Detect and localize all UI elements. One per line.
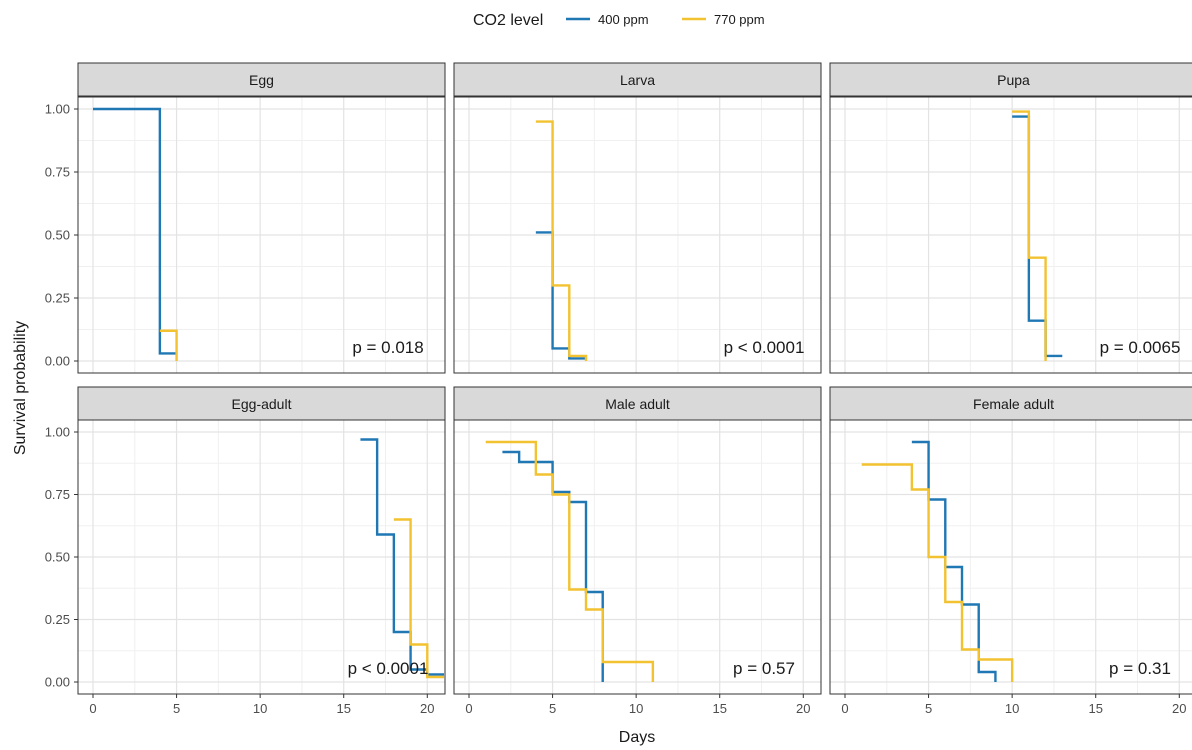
x-tick-label: 10 [629,701,643,716]
x-tick-label: 15 [712,701,726,716]
x-axis-title: Days [619,729,655,746]
x-tick-label: 5 [173,701,180,716]
facet-strip-label: Male adult [605,396,670,412]
x-tick-label: 20 [1172,701,1186,716]
x-tick-label: 0 [465,701,472,716]
y-tick-label: 1.00 [45,425,70,440]
grid [830,97,1192,373]
y-axis-title: Survival probability [12,321,29,455]
x-tick-label: 10 [1005,701,1019,716]
facet-female-adult: Female adult p = 0.31 0 5 10 15 20 [829,386,1192,716]
grid [830,420,1192,694]
facet-strip [453,386,822,421]
facet-panels: Egg p = 0.018 0.00 0.25 0.50 0.75 1.00 Larva p <… [45,62,1192,716]
x-tick-label: 5 [549,701,556,716]
grid [454,97,821,373]
series-line-400-ppm [502,450,604,682]
series-line-400-ppm [93,107,177,355]
facet-strip-label: Pupa [997,72,1030,88]
panel-border [829,419,1192,695]
facet-strip-label: Egg [249,72,274,88]
series-line-770-ppm [535,120,588,361]
x-tick-label: 15 [336,701,350,716]
panel-border [829,96,1192,374]
x-tick-label: 20 [796,701,810,716]
series-group [535,120,588,361]
facet-male-adult: Male adult p = 0.57 0 5 10 15 20 [453,386,822,716]
y-tick-label: 0.75 [45,165,70,180]
y-tick-label: 0.00 [45,675,70,690]
series-group [93,107,178,361]
series-group [1012,110,1063,361]
y-tick-label: 0.25 [45,291,70,306]
x-tick-label: 0 [841,701,848,716]
x-tick-label: 0 [89,701,96,716]
grid [454,420,821,694]
facet-strip [453,62,822,97]
series-group [861,440,1014,682]
y-tick-label: 0.75 [45,487,70,502]
x-tick-label: 5 [925,701,932,716]
facet-strip [829,62,1192,97]
y-tick-label: 1.00 [45,102,70,117]
series-line-770-ppm [485,440,655,682]
p-value-label: p < 0.0001 [348,659,429,678]
y-tick-label: 0.00 [45,354,70,369]
series-line-400-ppm [535,231,586,360]
facet-larva: Larva p < 0.0001 [453,62,822,374]
series-line-770-ppm [861,463,1014,682]
grid [78,97,445,373]
x-tick-label: 20 [420,701,434,716]
facet-egg: Egg p = 0.018 0.00 0.25 0.50 0.75 1.00 [45,62,446,374]
x-tick-label: 10 [253,701,267,716]
facet-strip [77,386,446,421]
x-tick-label: 15 [1088,701,1102,716]
p-value-label: p = 0.018 [352,338,423,357]
series-line-400-ppm [911,440,997,682]
legend-title: CO2 level [473,12,543,29]
panel-border [453,96,822,374]
series-group [360,438,444,679]
p-value-label: p = 0.0065 [1100,338,1181,357]
grid [78,420,445,694]
panel-border [453,419,822,695]
p-value-label: p < 0.0001 [724,338,805,357]
legend: CO2 level 400 ppm 770 ppm [473,12,765,29]
legend-label-770: 770 ppm [714,12,765,27]
series-line-770-ppm [393,518,444,679]
facet-strip-label: Larva [620,72,655,88]
series-line-400-ppm [1012,115,1063,358]
facet-strip [77,62,446,97]
facet-strip-label: Egg-adult [232,396,292,412]
series-line-770-ppm [1012,110,1047,361]
facet-pupa: Pupa p = 0.0065 [829,62,1192,374]
series-line-770-ppm [159,329,178,361]
legend-entry-400: 400 ppm [566,12,649,27]
y-tick-label: 0.25 [45,612,70,627]
facet-strip-label: Female adult [973,396,1054,412]
y-tick-label: 0.50 [45,550,70,565]
y-tick-label: 0.50 [45,228,70,243]
p-value-label: p = 0.31 [1109,659,1171,678]
facet-egg-adult: Egg-adult p < 0.0001 0.00 0.25 0.50 0.75 1.00 0… [45,386,446,716]
legend-entry-770: 770 ppm [682,12,765,27]
legend-label-400: 400 ppm [598,12,649,27]
series-group [485,440,655,682]
p-value-label: p = 0.57 [733,659,795,678]
